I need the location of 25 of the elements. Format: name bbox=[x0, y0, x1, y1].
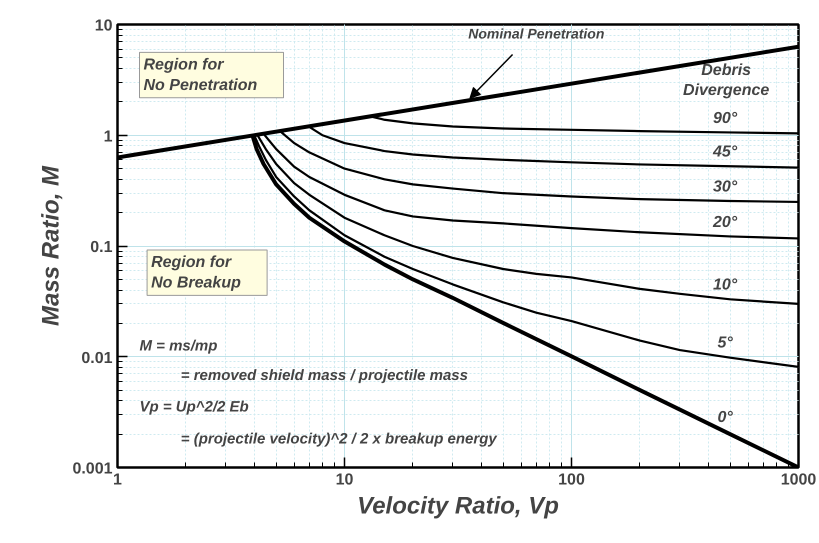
x-tick-label: 10 bbox=[336, 472, 354, 488]
y-tick-label: 1 bbox=[104, 128, 113, 146]
annotation: Vp = Up^2/2 Eb bbox=[140, 398, 249, 416]
annotation: = (projectile velocity)^2 / 2 x breakup energy bbox=[180, 430, 498, 448]
text: Nominal Penetration bbox=[468, 26, 604, 42]
x-tick-label: 1000 bbox=[780, 472, 816, 488]
y-tick-label: 0.01 bbox=[81, 350, 113, 367]
series-label: 90° bbox=[713, 110, 738, 127]
annotation: Region for No Breakup bbox=[151, 254, 242, 292]
series-label: 10° bbox=[713, 276, 738, 294]
series-label: 0° bbox=[717, 409, 734, 426]
y-axis-title: Mass Ratio, M bbox=[37, 164, 64, 326]
series-label: 30° bbox=[713, 178, 738, 196]
y-tick-label: 10 bbox=[94, 18, 113, 34]
y-tick-label: 0.001 bbox=[72, 460, 113, 478]
annotation: M = ms/mp bbox=[140, 338, 218, 355]
annotation: Debris Divergence bbox=[683, 62, 770, 100]
annotation: = removed shield mass / projectile mass bbox=[180, 366, 468, 384]
annotation: Region for No Penetration bbox=[144, 56, 258, 94]
series-label: 45° bbox=[712, 144, 738, 161]
x-tick-label: 100 bbox=[558, 472, 585, 488]
x-axis-title: Velocity Ratio, Vp bbox=[357, 492, 559, 520]
y-tick-label: 0.1 bbox=[90, 239, 113, 256]
series-label: 20° bbox=[712, 214, 738, 231]
series-label: 5° bbox=[717, 334, 734, 352]
